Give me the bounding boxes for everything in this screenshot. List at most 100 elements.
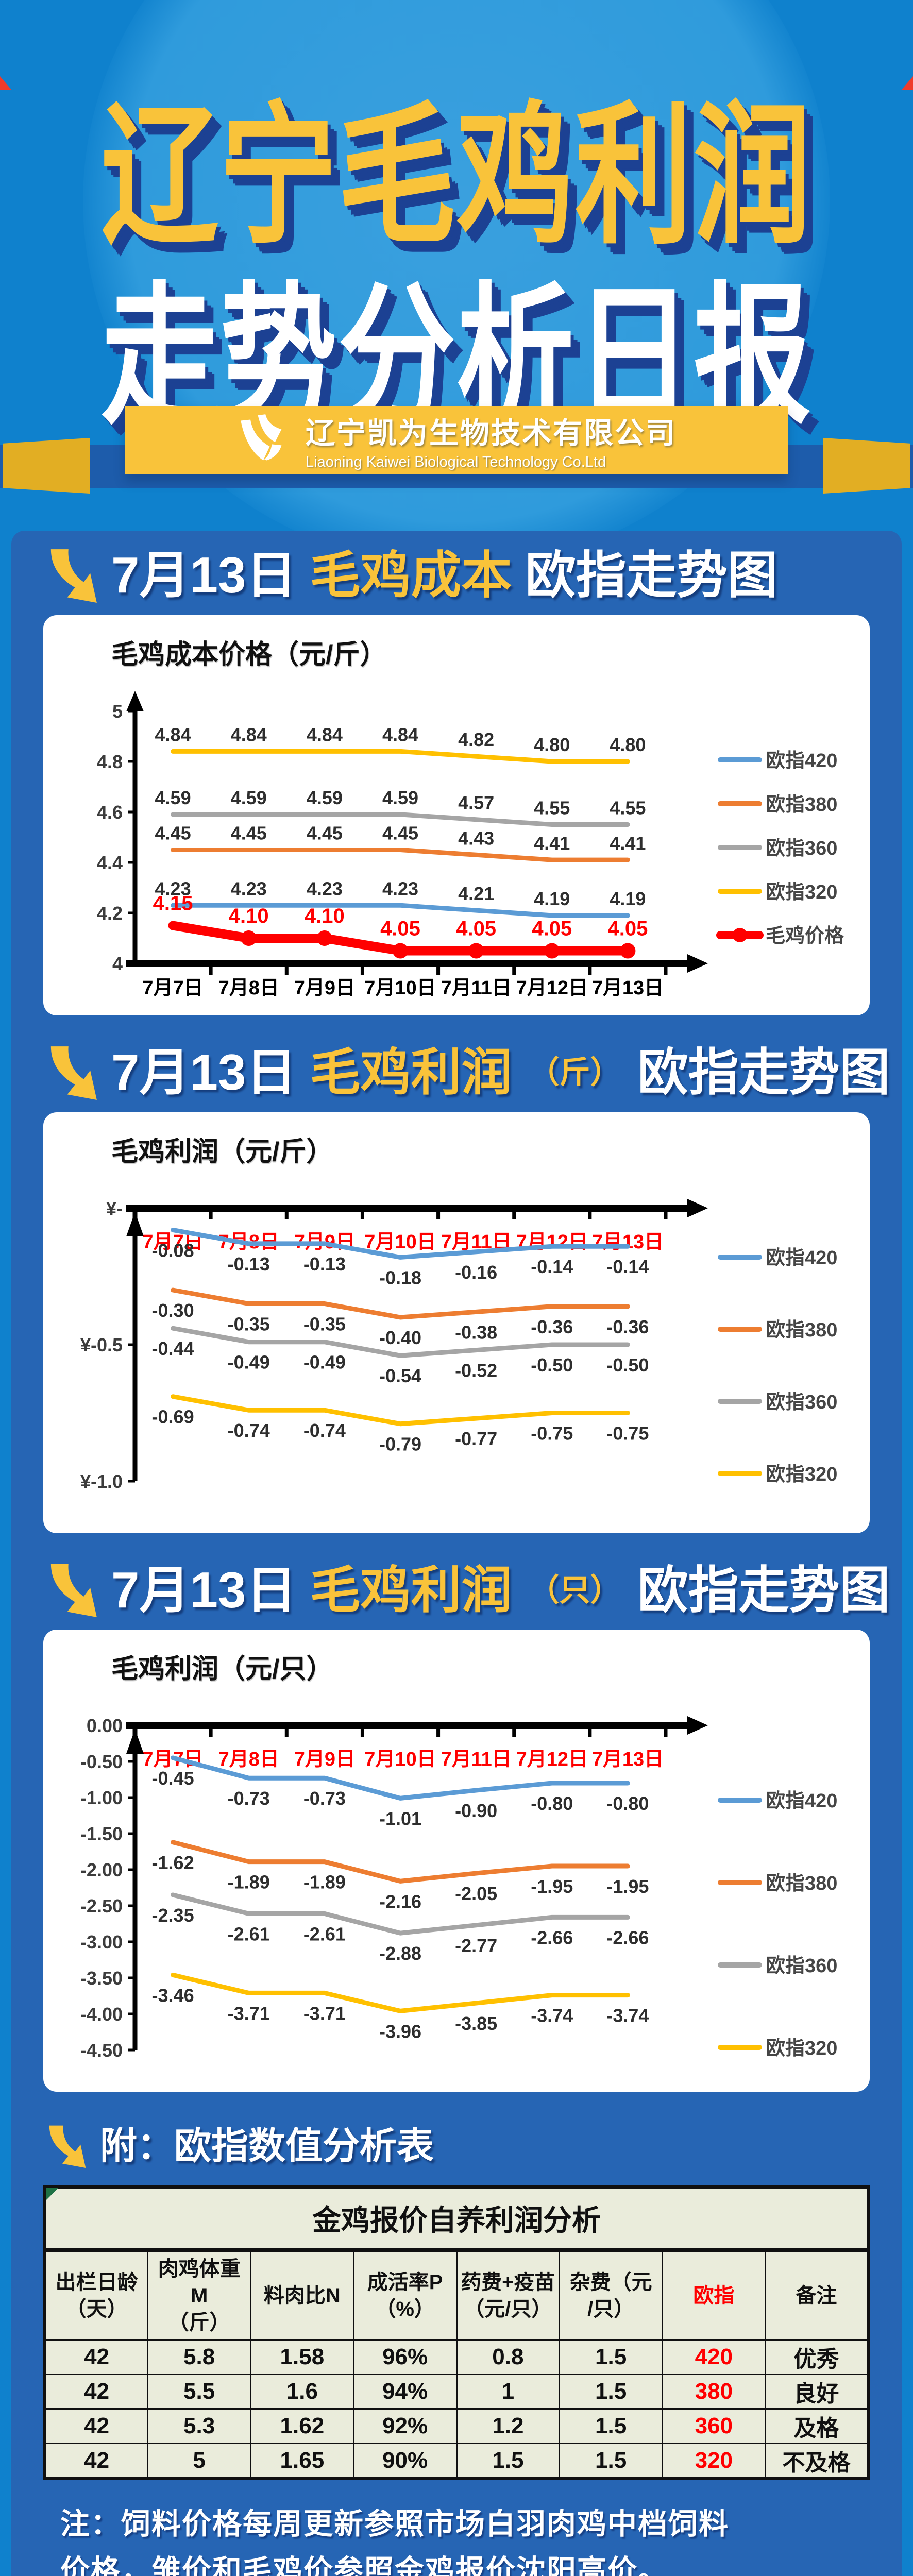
svg-text:4.05: 4.05 [380, 917, 420, 940]
section-header-table: 附：欧指数值分析表 [11, 2113, 902, 2173]
svg-text:-0.75: -0.75 [606, 1422, 649, 1444]
svg-text:-0.90: -0.90 [455, 1800, 497, 1821]
company-name-cn: 辽宁凯为生物技术有限公司 [306, 416, 677, 450]
section-suffix: 欧指走势图 [637, 1043, 890, 1100]
svg-text:-1.95: -1.95 [531, 1876, 573, 1897]
svg-text:4.10: 4.10 [229, 905, 269, 927]
table-cell: 1.5 [559, 2442, 663, 2480]
svg-text:-0.50: -0.50 [531, 1354, 573, 1376]
svg-text:7月12日: 7月12日 [516, 977, 588, 999]
svg-text:4.41: 4.41 [534, 833, 570, 854]
svg-text:7月8日: 7月8日 [218, 977, 279, 999]
table-row: 42 5.5 1.6 94% 1 1.5 380 良好 [44, 2373, 869, 2410]
table-cell: 42 [44, 2338, 149, 2375]
section-date: 7月13日 [111, 547, 297, 603]
svg-text:-2.61: -2.61 [228, 1924, 270, 1945]
hero: 辽宁毛鸡利润 走势分析日报 辽宁凯为生物技术有限公司 Liaoning Kaiw… [0, 0, 913, 567]
svg-text:-0.13: -0.13 [303, 1253, 346, 1274]
svg-text:-0.77: -0.77 [455, 1428, 497, 1449]
table-cell: 1.58 [250, 2338, 354, 2375]
svg-text:4.80: 4.80 [534, 734, 570, 755]
svg-text:4.41: 4.41 [610, 833, 646, 854]
table-cell: 320 [662, 2442, 766, 2480]
svg-text:-0.73: -0.73 [303, 1788, 346, 1809]
cost-trend-chart: 7月7日 7月8日 7月9日 7月10日 7月11日 7月12日 7月13日 4 4.2 4.4 4… [97, 690, 844, 999]
svg-text:-4.50: -4.50 [80, 2040, 123, 2061]
table-row: 42 5.3 1.62 92% 1.2 1.5 360 及格 [44, 2408, 869, 2444]
corner-accent-right [902, 76, 913, 90]
svg-text:4.05: 4.05 [607, 917, 648, 940]
svg-text:4.45: 4.45 [231, 822, 267, 843]
svg-text:4.82: 4.82 [458, 729, 494, 750]
chart-card-profit-bird: 毛鸡利润（元/只） 7月7日 7月8日 7月9日 7月10日 7月11日 7月12日 7月1… [43, 1630, 870, 2092]
svg-text:欧指360: 欧指360 [766, 838, 837, 859]
corner-arrow-icon [50, 1564, 97, 1618]
table-cell: 1.5 [559, 2408, 663, 2444]
table-title: 金鸡报价自养利润分析 [44, 2186, 869, 2252]
svg-text:4.45: 4.45 [307, 822, 343, 843]
svg-text:-3.50: -3.50 [80, 1968, 123, 1989]
svg-text:-0.36: -0.36 [606, 1316, 649, 1337]
svg-text:7月10日: 7月10日 [364, 1749, 436, 1770]
table-header-cell: 药费+疫苗 （元/只） [455, 2249, 561, 2341]
chart-card-cost: 毛鸡成本价格（元/斤） 7月7日 7月8日 7月9日 7月10日 7月11日 7月12日 7… [43, 615, 870, 1015]
svg-text:-0.50: -0.50 [80, 1751, 123, 1772]
excel-corner-mark [46, 2188, 58, 2201]
svg-text:-2.50: -2.50 [80, 1895, 123, 1917]
company-name-block: 辽宁凯为生物技术有限公司 Liaoning Kaiwei Biological … [306, 410, 677, 471]
table-header-cell: 出栏日龄 （天） [44, 2249, 149, 2341]
company-logo-icon [241, 414, 282, 461]
svg-text:-1.00: -1.00 [80, 1787, 123, 1808]
svg-text:4.59: 4.59 [155, 787, 191, 808]
svg-text:4.43: 4.43 [458, 827, 494, 849]
table-cell: 5.3 [147, 2408, 251, 2444]
svg-text:4.2: 4.2 [97, 903, 123, 924]
svg-text:-2.61: -2.61 [303, 1924, 346, 1945]
svg-text:7月11日: 7月11日 [441, 977, 511, 999]
svg-text:-3.00: -3.00 [80, 1931, 123, 1953]
ribbon-wing-right [823, 438, 910, 494]
svg-text:欧指320: 欧指320 [766, 2038, 837, 2059]
table-cell: 380 [662, 2373, 766, 2410]
svg-text:4.84: 4.84 [382, 724, 418, 745]
svg-text:-0.69: -0.69 [152, 1406, 194, 1427]
svg-text:4.23: 4.23 [382, 878, 418, 899]
ribbon-wing-left [3, 438, 90, 494]
svg-text:4.55: 4.55 [534, 797, 570, 818]
svg-text:4.84: 4.84 [231, 724, 267, 745]
svg-text:4.45: 4.45 [155, 822, 191, 843]
svg-text:-0.35: -0.35 [303, 1313, 346, 1334]
section-suffix: 欧指走势图 [525, 547, 778, 603]
svg-text:4.15: 4.15 [153, 892, 193, 914]
svg-text:¥-0.5: ¥-0.5 [80, 1334, 123, 1355]
table-header-cell: 肉鸡体重M （斤） [147, 2249, 251, 2341]
svg-text:-0.14: -0.14 [531, 1256, 573, 1277]
svg-text:-0.18: -0.18 [379, 1267, 421, 1288]
svg-text:¥-: ¥- [106, 1198, 123, 1219]
svg-text:4: 4 [112, 953, 123, 974]
table-cell: 1.6 [250, 2373, 354, 2410]
svg-text:-1.89: -1.89 [303, 1872, 346, 1893]
svg-text:4.23: 4.23 [155, 878, 191, 899]
svg-text:-0.50: -0.50 [606, 1354, 649, 1376]
table-cell: 96% [352, 2338, 458, 2375]
table-cell: 良好 [764, 2373, 869, 2410]
svg-text:-0.40: -0.40 [379, 1327, 421, 1348]
table-header-row: 出栏日龄 （天） 肉鸡体重M （斤） 料肉比N 成活率P （%） 药费+疫苗 （元/只） 杂费（元… [44, 2249, 869, 2341]
section-unit: （只） [528, 1572, 621, 1607]
svg-text:-0.13: -0.13 [228, 1253, 270, 1274]
svg-text:4.6: 4.6 [97, 802, 123, 823]
svg-text:-1.95: -1.95 [606, 1876, 649, 1897]
corner-arrow-icon [49, 2125, 86, 2168]
svg-text:欧指380: 欧指380 [766, 794, 837, 816]
svg-text:4.23: 4.23 [307, 878, 343, 899]
svg-text:-0.38: -0.38 [455, 1321, 497, 1343]
svg-text:-3.71: -3.71 [228, 2003, 270, 2024]
svg-text:-0.79: -0.79 [379, 1433, 421, 1454]
svg-text:-3.96: -3.96 [379, 2021, 421, 2042]
table-header-cell: 欧指 [662, 2249, 766, 2341]
table-header-cell: 成活率P （%） [352, 2249, 458, 2341]
section-date: 7月13日 [111, 1561, 297, 1618]
table-cell: 360 [662, 2408, 766, 2444]
